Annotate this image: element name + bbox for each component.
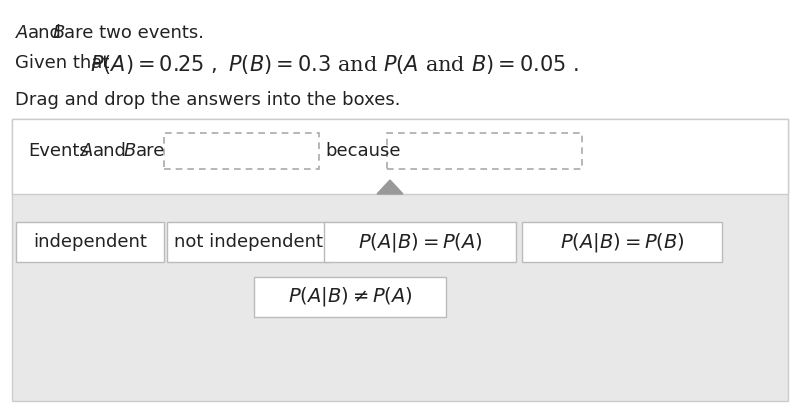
FancyBboxPatch shape: [164, 133, 319, 169]
Text: are two events.: are two events.: [64, 24, 204, 42]
Text: $P(A|B) = P(A)$: $P(A|B) = P(A)$: [358, 231, 482, 254]
Text: $B$: $B$: [52, 24, 66, 42]
FancyBboxPatch shape: [16, 222, 164, 262]
Text: Events: Events: [28, 142, 89, 160]
Text: $B$: $B$: [123, 142, 136, 160]
Text: and: and: [93, 142, 127, 160]
Text: and: and: [28, 24, 62, 42]
FancyBboxPatch shape: [387, 133, 582, 169]
FancyBboxPatch shape: [12, 119, 788, 401]
Polygon shape: [377, 180, 403, 194]
Text: $A$: $A$: [15, 24, 29, 42]
Text: are: are: [136, 142, 166, 160]
Text: not independent: not independent: [174, 233, 322, 251]
Text: Given that: Given that: [15, 54, 110, 72]
FancyBboxPatch shape: [12, 119, 788, 194]
FancyBboxPatch shape: [254, 277, 446, 317]
Text: independent: independent: [33, 233, 147, 251]
Text: $P(A|B) \neq P(A)$: $P(A|B) \neq P(A)$: [287, 285, 413, 308]
Text: $A$: $A$: [80, 142, 94, 160]
FancyBboxPatch shape: [522, 222, 722, 262]
Text: because: because: [325, 142, 401, 160]
Text: $P(A) = 0.25\ ,\ P(B) = 0.3\ \mathregular{and}\ P(A\ \mathregular{and}\ B) = 0.0: $P(A) = 0.25\ ,\ P(B) = 0.3\ \mathregula…: [90, 53, 578, 76]
FancyBboxPatch shape: [324, 222, 516, 262]
FancyBboxPatch shape: [167, 222, 329, 262]
Text: Drag and drop the answers into the boxes.: Drag and drop the answers into the boxes…: [15, 91, 401, 109]
Text: $P(A|B) = P(B)$: $P(A|B) = P(B)$: [559, 231, 685, 254]
